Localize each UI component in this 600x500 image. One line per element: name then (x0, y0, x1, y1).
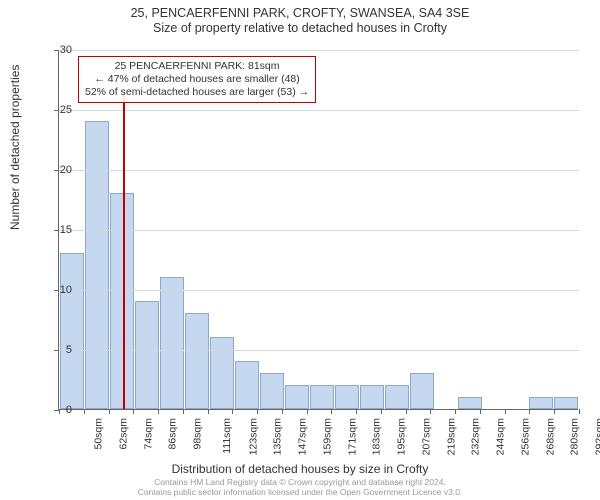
gridline (59, 350, 579, 351)
xtick-label: 50sqm (93, 418, 105, 450)
xtick-mark (529, 409, 530, 414)
bar (554, 397, 578, 409)
xtick-label: 280sqm (569, 418, 581, 455)
bar (210, 337, 234, 409)
xtick-mark (331, 409, 332, 414)
bar (235, 361, 259, 409)
xtick-label: 147sqm (296, 418, 308, 455)
xtick-label: 171sqm (346, 418, 358, 455)
bar (385, 385, 409, 409)
xtick-label: 292sqm (594, 418, 600, 455)
bar (110, 193, 134, 409)
title-sub: Size of property relative to detached ho… (0, 21, 600, 35)
callout-line2: ← 47% of detached houses are smaller (48… (85, 73, 309, 86)
gridline (59, 230, 579, 231)
xtick-label: 159sqm (321, 418, 333, 455)
xtick-label: 74sqm (142, 418, 154, 450)
xtick-label: 256sqm (519, 418, 531, 455)
xtick-mark (232, 409, 233, 414)
gridline (59, 290, 579, 291)
ytick-label: 25 (42, 104, 72, 116)
title-main: 25, PENCAERFENNI PARK, CROFTY, SWANSEA, … (0, 6, 600, 20)
xtick-mark (381, 409, 382, 414)
xtick-label: 207sqm (420, 418, 432, 455)
bar (60, 253, 84, 409)
bar (310, 385, 334, 409)
gridline (59, 50, 579, 51)
x-axis-label: Distribution of detached houses by size … (0, 462, 600, 476)
bar (529, 397, 553, 409)
xtick-mark (282, 409, 283, 414)
y-axis-label: Number of detached properties (8, 65, 22, 230)
xtick-mark (208, 409, 209, 414)
attribution-line2: Contains public sector information licen… (0, 488, 600, 498)
bar (410, 373, 434, 409)
bar (260, 373, 284, 409)
xtick-mark (133, 409, 134, 414)
bar (360, 385, 384, 409)
xtick-label: 98sqm (192, 418, 204, 450)
xtick-label: 111sqm (221, 418, 233, 454)
ytick-label: 5 (42, 344, 72, 356)
marker-line (123, 89, 125, 409)
xtick-label: 244sqm (495, 418, 507, 455)
xtick-mark (257, 409, 258, 414)
xtick-label: 135sqm (272, 418, 284, 455)
ytick-label: 15 (42, 224, 72, 236)
xtick-mark (307, 409, 308, 414)
chart-titles: 25, PENCAERFENNI PARK, CROFTY, SWANSEA, … (0, 0, 600, 35)
xtick-mark (406, 409, 407, 414)
bar (285, 385, 309, 409)
xtick-mark (109, 409, 110, 414)
xtick-label: 195sqm (396, 418, 408, 455)
attribution: Contains HM Land Registry data © Crown c… (0, 478, 600, 498)
xtick-mark (84, 409, 85, 414)
ytick-label: 30 (42, 44, 72, 56)
bar (85, 121, 109, 409)
xtick-label: 219sqm (445, 418, 457, 455)
callout-line3: 52% of semi-detached houses are larger (… (85, 86, 309, 99)
callout-line1: 25 PENCAERFENNI PARK: 81sqm (85, 60, 309, 73)
xtick-mark (183, 409, 184, 414)
xtick-mark (579, 409, 580, 414)
xtick-mark (505, 409, 506, 414)
xtick-mark (480, 409, 481, 414)
xtick-label: 123sqm (247, 418, 259, 455)
bar (160, 277, 184, 409)
xtick-mark (356, 409, 357, 414)
bar (185, 313, 209, 409)
xtick-mark (158, 409, 159, 414)
callout-box: 25 PENCAERFENNI PARK: 81sqm← 47% of deta… (78, 56, 316, 103)
plot-area (58, 50, 578, 410)
bar (458, 397, 482, 409)
bar (335, 385, 359, 409)
bar (135, 301, 159, 409)
xtick-label: 86sqm (167, 418, 179, 450)
xtick-mark (430, 409, 431, 414)
chart-area (58, 50, 578, 410)
xtick-mark (455, 409, 456, 414)
xtick-label: 268sqm (544, 418, 556, 455)
gridline (59, 170, 579, 171)
ytick-label: 0 (42, 404, 72, 416)
xtick-label: 232sqm (470, 418, 482, 455)
xtick-label: 62sqm (117, 418, 129, 450)
xtick-label: 183sqm (371, 418, 383, 455)
ytick-label: 10 (42, 284, 72, 296)
gridline (59, 110, 579, 111)
xtick-mark (554, 409, 555, 414)
ytick-label: 20 (42, 164, 72, 176)
